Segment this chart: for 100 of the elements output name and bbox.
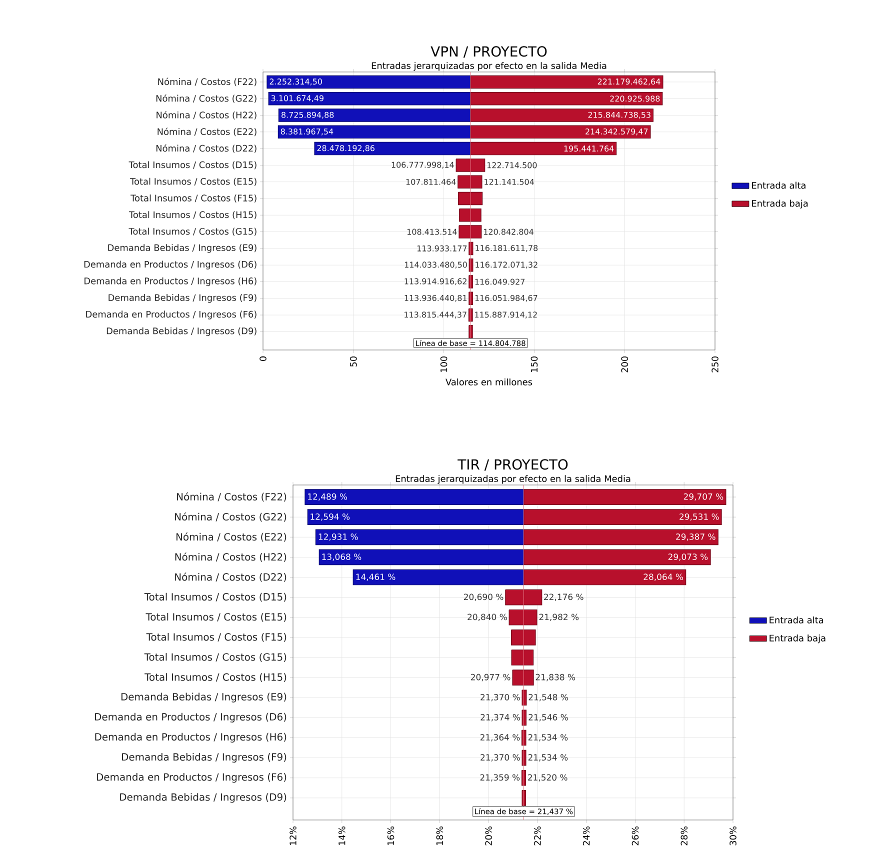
y-tick-label: Demanda en Productos / Ingresos (H6) bbox=[95, 732, 286, 743]
chart-subtitle: Entradas jerarquizadas por efecto en la salida Media bbox=[372, 62, 606, 71]
bar bbox=[307, 509, 524, 526]
bar bbox=[523, 529, 718, 546]
annotation: 29,531 % bbox=[680, 513, 719, 521]
annotation: 14,461 % bbox=[356, 574, 396, 581]
annotation: 21,370 % bbox=[480, 754, 520, 762]
x-tick-label: 20% bbox=[485, 826, 492, 846]
bar bbox=[523, 509, 722, 526]
x-tick-label: 12% bbox=[290, 826, 296, 845]
x-tick-label: 24% bbox=[582, 826, 590, 846]
bar bbox=[266, 75, 471, 89]
bar bbox=[523, 549, 711, 566]
y-tick-label: Nómina / Costos (D22) bbox=[175, 572, 286, 582]
legend-label: Entrada alta bbox=[770, 616, 824, 624]
y-tick-label: Nómina / Costos (E22) bbox=[158, 128, 256, 136]
y-tick-label: Nómina / Costos (F22) bbox=[158, 78, 256, 86]
x-tick-label: 26% bbox=[632, 826, 639, 846]
annotation: 22,176 % bbox=[544, 594, 584, 601]
y-tick-label: Nómina / Costos (H22) bbox=[156, 111, 256, 120]
x-tick-label: 150 bbox=[530, 356, 538, 372]
annotation: 21,548 % bbox=[528, 694, 568, 702]
annotation: 21,534 % bbox=[528, 754, 568, 762]
y-tick-label: Demanda Bebidas / Ingresos (E9) bbox=[108, 244, 256, 253]
legend-label: Entrada alta bbox=[752, 182, 806, 189]
chart-title: VPN / PROYECTO bbox=[430, 46, 547, 58]
x-axis-title: Valores en millones bbox=[446, 378, 532, 386]
annotation: 29,073 % bbox=[668, 554, 708, 561]
annotation: 21,520 % bbox=[528, 774, 568, 782]
y-tick-label: Nómina / Costos (D22) bbox=[156, 144, 256, 153]
y-tick-label: Total Insumos / Costos (D15) bbox=[144, 592, 286, 602]
y-tick-label: Nómina / Costos (G22) bbox=[175, 512, 286, 522]
x-tick-label: 30% bbox=[730, 826, 736, 846]
annotation: 21,534 % bbox=[528, 734, 568, 742]
x-tick-label: 50 bbox=[350, 356, 357, 367]
bar bbox=[315, 529, 524, 546]
bar bbox=[459, 208, 482, 222]
bar bbox=[510, 630, 536, 646]
x-tick-label: 28% bbox=[680, 826, 688, 846]
y-tick-label: Nómina / Costos (H22) bbox=[175, 552, 286, 562]
bar bbox=[304, 489, 524, 505]
bar bbox=[470, 75, 664, 89]
bar bbox=[352, 569, 524, 586]
annotation: 28,064 % bbox=[644, 574, 684, 581]
annotation: 20,977 % bbox=[471, 674, 510, 682]
chart-subtitle: Entradas jerarquizadas por efecto en la salida Media bbox=[396, 475, 630, 484]
annotation: 12,931 % bbox=[318, 534, 358, 541]
x-tick-label: 22% bbox=[534, 826, 541, 846]
bar bbox=[278, 125, 471, 139]
annotation: 21,546 % bbox=[528, 714, 568, 722]
y-tick-label: Nómina / Costos (E22) bbox=[176, 532, 286, 542]
annotation: 29,707 % bbox=[684, 493, 724, 501]
y-tick-label: Demanda en Productos / Ingresos (D6) bbox=[95, 712, 286, 723]
y-tick-label: Demanda Bebidas / Ingresos (D9) bbox=[120, 793, 286, 803]
y-tick-label: Total Insumos / Costos (D15) bbox=[128, 161, 256, 170]
x-tick-label: 200 bbox=[621, 356, 628, 372]
bar bbox=[318, 549, 524, 566]
y-tick-label: Total Insumos / Costos (F15) bbox=[146, 632, 286, 642]
bar bbox=[470, 142, 617, 156]
annotation: 21,364 % bbox=[480, 734, 520, 742]
y-tick-label: Demanda en Productos / Ingresos (F6) bbox=[86, 310, 256, 320]
y-tick-label: Demanda Bebidas / Ingresos (D9) bbox=[106, 327, 256, 336]
bar bbox=[458, 175, 482, 188]
y-tick-label: Demanda en Productos / Ingresos (F6) bbox=[96, 773, 286, 783]
chart-title: TIR / PROYECTO bbox=[458, 459, 568, 471]
y-tick-label: Demanda Bebidas / Ingresos (F9) bbox=[108, 294, 256, 303]
y-tick-label: Total Insumos / Costos (H15) bbox=[128, 211, 256, 220]
annotation: 20,840 % bbox=[468, 614, 507, 622]
annotation: 21,982 % bbox=[539, 614, 579, 622]
y-tick-label: Total Insumos / Costos (E15) bbox=[146, 612, 286, 622]
bar bbox=[314, 142, 471, 156]
bar bbox=[470, 108, 654, 122]
legend-label: Entrada baja bbox=[770, 634, 826, 644]
bar bbox=[470, 92, 663, 106]
bar bbox=[512, 670, 534, 686]
annotation: 12,594 % bbox=[310, 513, 350, 521]
bar bbox=[456, 158, 486, 172]
y-tick-label: Total Insumos / Costos (G15) bbox=[128, 228, 256, 236]
y-tick-label: Total Insumos / Costos (E15) bbox=[130, 178, 256, 186]
annotation: 21,359 % bbox=[480, 774, 520, 782]
bar bbox=[278, 108, 471, 122]
annotation: 29,387 % bbox=[676, 534, 716, 541]
y-tick-label: Demanda en Productos / Ingresos (D6) bbox=[84, 260, 256, 270]
y-tick-label: Demanda en Productos / Ingresos (H6) bbox=[84, 277, 256, 286]
y-tick-label: Total Insumos / Costos (H15) bbox=[144, 673, 286, 682]
annotation: 13,068 % bbox=[322, 554, 362, 561]
bar bbox=[523, 489, 726, 505]
annotation: 21,838 % bbox=[536, 674, 576, 682]
bar bbox=[508, 609, 538, 626]
y-tick-label: Demanda Bebidas / Ingresos (E9) bbox=[121, 692, 286, 702]
x-tick-label: 100 bbox=[440, 356, 448, 372]
bar bbox=[458, 225, 482, 238]
bar bbox=[458, 192, 483, 206]
y-tick-label: Total Insumos / Costos (F15) bbox=[130, 194, 256, 202]
bar bbox=[505, 589, 542, 606]
annotation: 21,374 % bbox=[480, 714, 520, 722]
bar bbox=[523, 569, 686, 586]
x-tick-label: 16% bbox=[387, 826, 394, 845]
annotation: 21,370 % bbox=[480, 694, 520, 702]
legend-label: Entrada baja bbox=[752, 200, 808, 208]
